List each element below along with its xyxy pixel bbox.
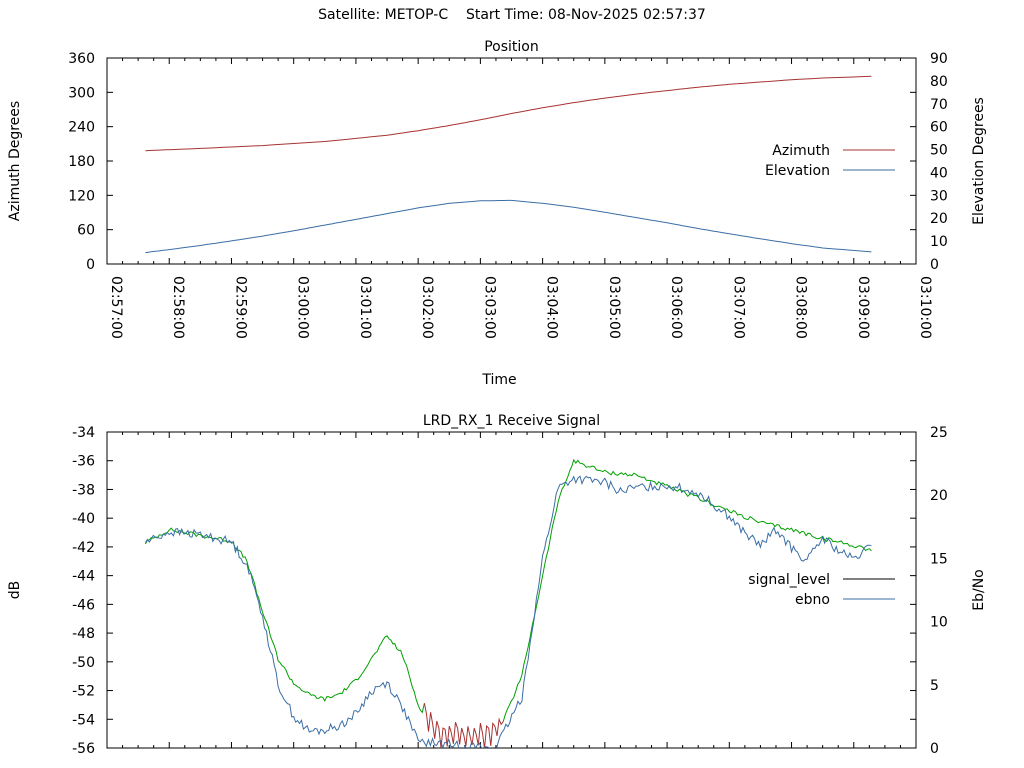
legend-label: Elevation — [765, 163, 830, 179]
legend-label: signal_level — [748, 572, 830, 588]
x-tick-label: 03:02:00 — [419, 276, 435, 339]
y-tick-label: 360 — [68, 51, 95, 67]
y-tick-label: -52 — [72, 684, 95, 700]
x-tick-label: 03:06:00 — [668, 276, 684, 339]
plot-border — [106, 57, 917, 265]
y2-tick-label: 25 — [930, 425, 948, 441]
x-tick-label: 02:59:00 — [232, 276, 248, 339]
y2-tick-label: 60 — [930, 120, 948, 136]
x-axis-label: Time — [481, 372, 516, 388]
y-tick-label: -42 — [72, 540, 95, 556]
y2-tick-label: 40 — [930, 165, 948, 181]
y2-tick-label: 5 — [930, 678, 939, 694]
legend-label: ebno — [795, 592, 830, 608]
y-tick-label: -54 — [72, 712, 95, 728]
x-tick-label: 02:58:00 — [170, 276, 186, 339]
y-tick-label: -56 — [72, 741, 95, 757]
satellite-label: Satellite: METOP-C — [318, 7, 449, 23]
x-tick-label: 02:57:00 — [108, 276, 124, 339]
y2-tick-label: 70 — [930, 97, 948, 113]
y-tick-label: 60 — [77, 223, 95, 239]
x-tick-label: 03:00:00 — [295, 276, 311, 339]
y-axis-label: Azimuth Degrees — [7, 101, 23, 221]
y2-axis-label: Elevation Degrees — [971, 97, 987, 225]
y2-tick-label: 10 — [930, 615, 948, 631]
y2-tick-label: 0 — [930, 741, 939, 757]
y-tick-label: -34 — [72, 425, 95, 441]
series-line-Elevation — [145, 199, 872, 254]
page-title: Satellite: METOP-C Start Time: 08-Nov-20… — [0, 7, 1024, 23]
x-tick-label: 03:04:00 — [544, 276, 560, 339]
y-tick-label: -44 — [72, 569, 95, 585]
y-tick-label: 0 — [86, 257, 95, 273]
y2-tick-label: 0 — [930, 257, 939, 273]
y-tick-label: -48 — [72, 626, 95, 642]
chart-title: LRD_RX_1 Receive Signal — [423, 413, 600, 429]
y-tick-label: 240 — [68, 120, 95, 136]
y2-tick-label: 90 — [930, 51, 948, 67]
x-tick-label: 03:01:00 — [357, 276, 373, 339]
series-line-signal_level — [144, 458, 872, 722]
receive-signal-chart: LRD_RX_1 Receive Signal -56 -54 -52 -50 -48 -4… — [7, 413, 987, 757]
y2-axis-label: Eb/No — [971, 569, 987, 611]
series-line-Azimuth — [145, 75, 872, 152]
y2-tick-label: 10 — [930, 234, 948, 250]
x-tick-label: 03:10:00 — [917, 276, 933, 339]
y-tick-label: -50 — [72, 655, 95, 671]
x-tick-label: 03:09:00 — [855, 276, 871, 339]
y2-tick-label: 20 — [930, 211, 948, 227]
x-tick-label: 03:05:00 — [606, 276, 622, 339]
y-axis-label: dB — [7, 581, 23, 600]
series-line-ebno — [144, 475, 872, 748]
y2-tick-label: 15 — [930, 551, 948, 567]
position-chart: Position 0 60 120 180 240 300 360 0 10 20 30 40 50 60 7… — [7, 39, 987, 388]
start-time-label: Start Time: 08-Nov-2025 02:57:37 — [465, 7, 706, 23]
y2-tick-label: 20 — [930, 488, 948, 504]
y-tick-label: 120 — [68, 188, 95, 204]
y-tick-label: -36 — [72, 454, 95, 470]
series-line-signal_level-low — [423, 703, 504, 748]
y-tick-label: 180 — [68, 154, 95, 170]
y-tick-label: -46 — [72, 597, 95, 613]
chart-title: Position — [484, 39, 539, 55]
legend-label: Azimuth — [772, 143, 830, 159]
x-tick-label: 03:07:00 — [730, 276, 746, 339]
y2-tick-label: 50 — [930, 143, 948, 159]
x-tick-label: 03:03:00 — [481, 276, 497, 339]
y2-tick-label: 80 — [930, 74, 948, 90]
x-tick-label: 03:08:00 — [793, 276, 809, 339]
y-tick-label: 300 — [68, 85, 95, 101]
y-tick-label: -38 — [72, 482, 95, 498]
y2-tick-label: 30 — [930, 188, 948, 204]
y-tick-label: -40 — [72, 511, 95, 527]
